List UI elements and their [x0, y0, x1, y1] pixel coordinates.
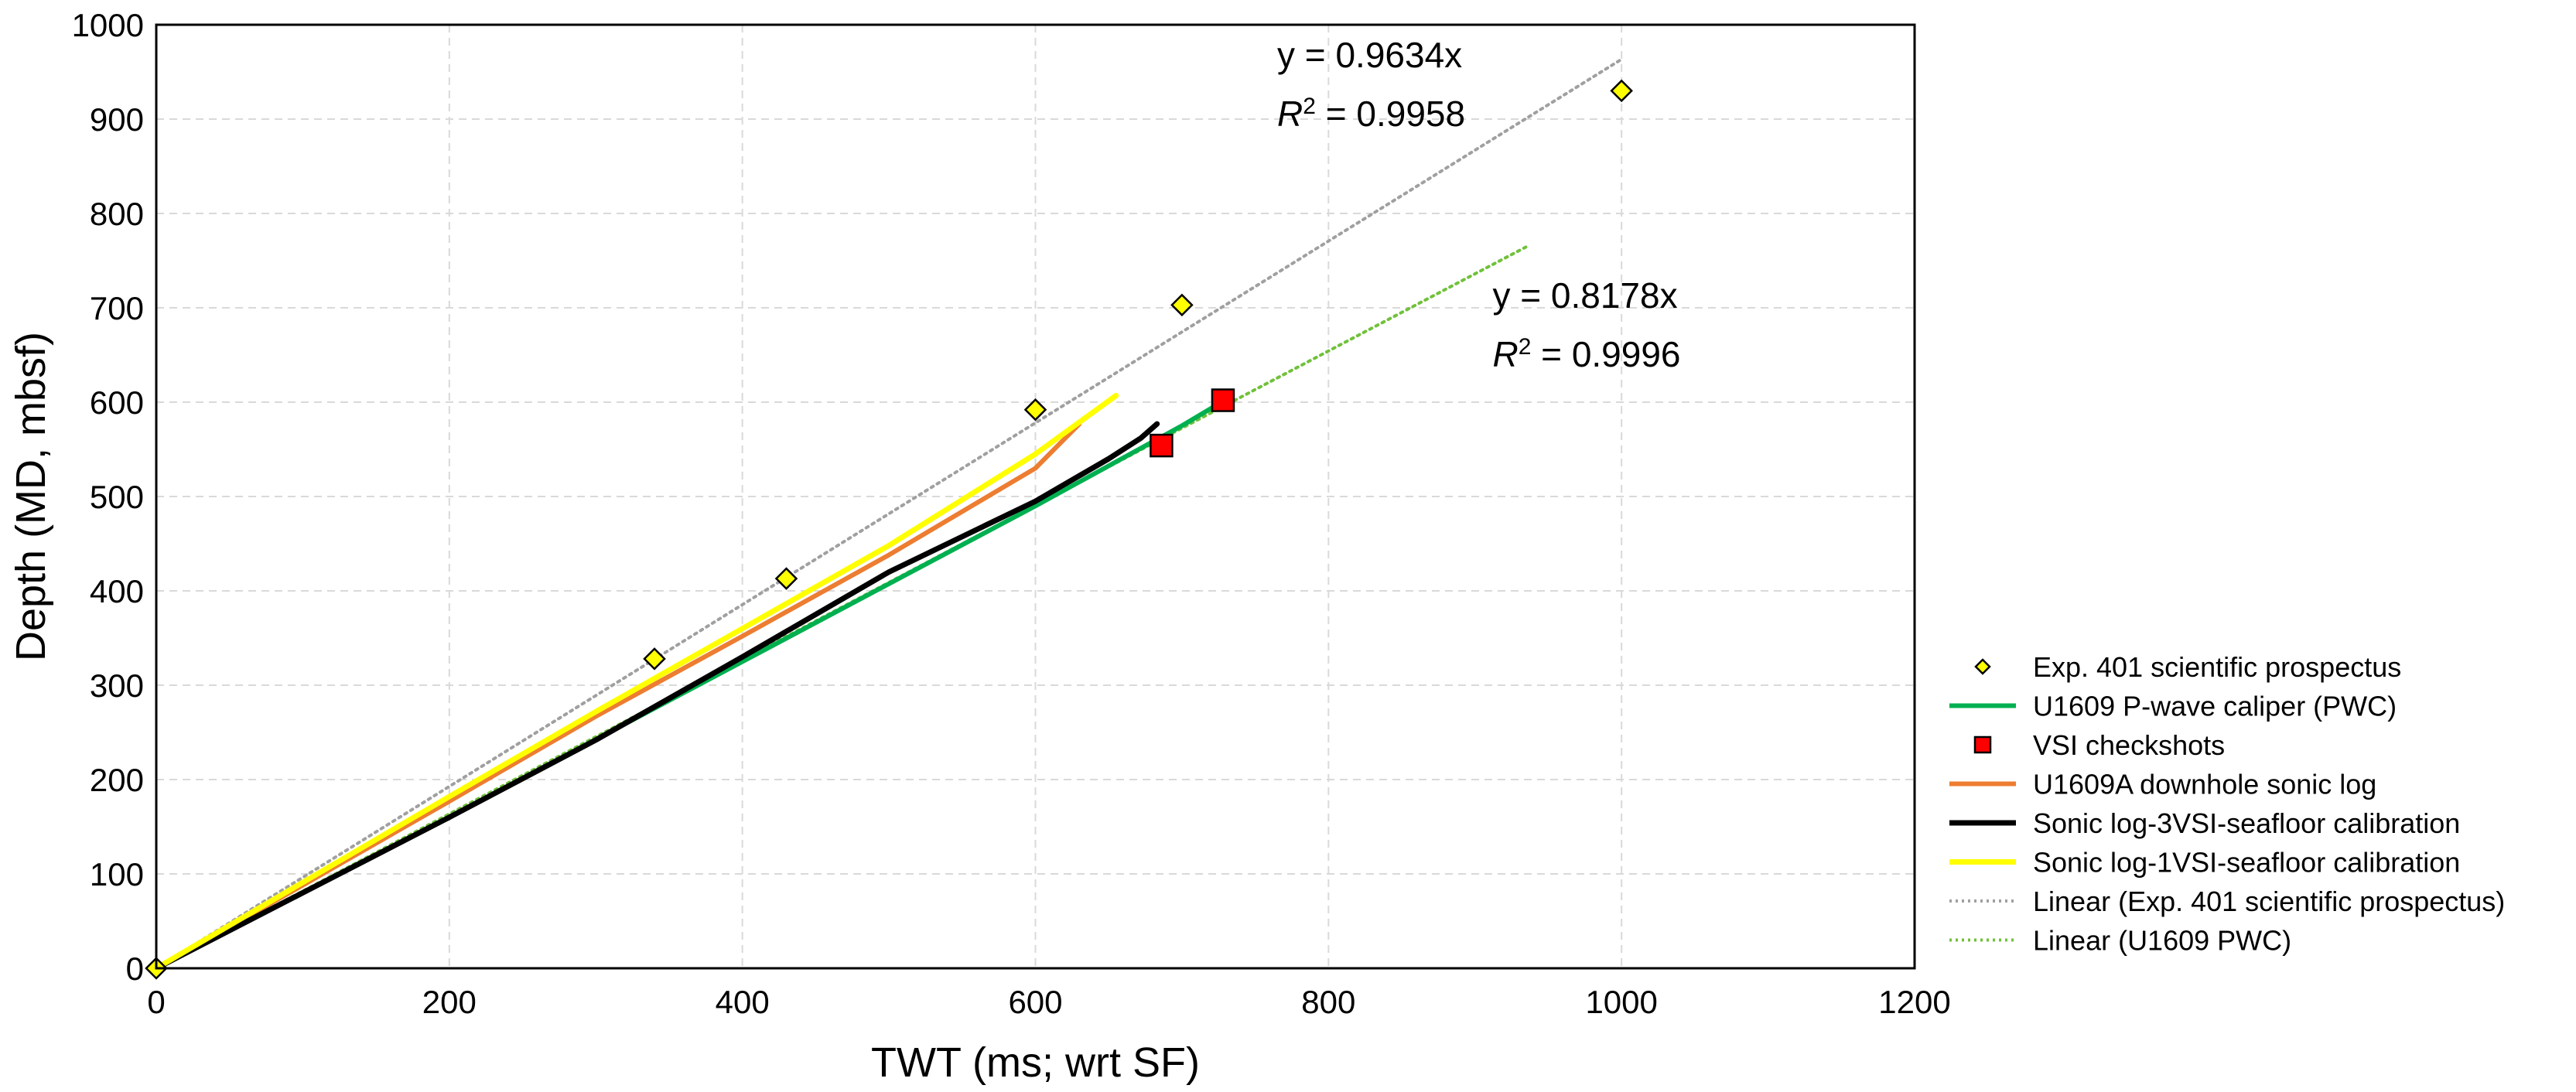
legend-label: Linear (Exp. 401 scientific prospectus) [2033, 886, 2505, 917]
series-2-point [1150, 433, 1174, 458]
legend-item: Linear (Exp. 401 scientific prospectus) [1949, 886, 2505, 917]
series-0-point [774, 567, 798, 590]
y-tick-label: 400 [90, 573, 144, 609]
x-tick-label: 1000 [1585, 984, 1657, 1020]
legend-label: Linear (U1609 PWC) [2033, 925, 2291, 957]
plot-frame [155, 23, 1916, 970]
y-tick-label: 900 [90, 101, 144, 138]
legend-label: Sonic log-1VSI-seafloor calibration [2033, 847, 2460, 879]
legend: Exp. 401 scientific prospectus U1609 P-wa… [1949, 651, 2505, 957]
series-0-point [1610, 79, 1633, 103]
legend-item: Exp. 401 scientific prospectus [1974, 651, 2401, 683]
y-tick-label: 1000 [72, 7, 144, 43]
grid [156, 25, 1915, 968]
legend-item: Sonic log-3VSI-seafloor calibration [1949, 807, 2460, 839]
y-tick-label: 800 [90, 196, 144, 232]
legend-item: Linear (U1609 PWC) [1949, 925, 2291, 957]
trendlines [155, 57, 1624, 970]
legend-swatch [1974, 658, 1991, 675]
y-tick-label: 500 [90, 479, 144, 515]
y-tick-label: 700 [90, 290, 144, 326]
series-2-point [1211, 388, 1235, 412]
legend-label: U1609 P-wave caliper (PWC) [2033, 691, 2397, 722]
y-tick-label: 0 [126, 950, 144, 987]
x-axis-title: TWT (ms; wrt SF) [871, 1039, 1200, 1086]
x-tick-label: 400 [716, 984, 770, 1020]
trend-r2-0: R2 = 0.9958 [1277, 94, 1465, 134]
x-tick-label: 1200 [1878, 984, 1950, 1020]
trend-equations: y = 0.9634x R2 = 0.9958 y = 0.8178x R2 = 0.… [1277, 35, 1680, 374]
legend-item: U1609A downhole sonic log [1949, 769, 2376, 800]
legend-label: U1609A downhole sonic log [2033, 769, 2376, 800]
y-axis-title: Depth (MD, mbsf) [8, 332, 54, 661]
legend-item: VSI checkshots [1973, 729, 2225, 761]
x-tick-label: 600 [1008, 984, 1062, 1020]
series-5-line [153, 393, 1119, 971]
series-0-point [1023, 398, 1047, 421]
y-tick-label: 300 [90, 667, 144, 704]
series-lines [153, 393, 1225, 971]
legend-label: Exp. 401 scientific prospectus [2033, 651, 2401, 683]
series-4-line [153, 421, 1160, 971]
legend-item: Sonic log-1VSI-seafloor calibration [1949, 847, 2460, 879]
legend-label: Sonic log-3VSI-seafloor calibration [2033, 807, 2460, 839]
series-6-trendline [155, 57, 1624, 970]
y-tick-label: 600 [90, 384, 144, 421]
legend-item: U1609 P-wave caliper (PWC) [1949, 691, 2397, 722]
trend-equation-1: y = 0.8178x [1492, 275, 1677, 316]
y-tick-label: 200 [90, 762, 144, 798]
trend-r2-1: R2 = 0.9996 [1492, 334, 1680, 374]
x-tick-label: 800 [1301, 984, 1355, 1020]
y-tick-label: 100 [90, 856, 144, 892]
legend-swatch [1973, 735, 1992, 754]
x-tick-label: 0 [147, 984, 165, 1020]
axis-ticks: 0 200 400 600 800 1000 1200 0 100 200 300 400 500 600… [72, 7, 1951, 1020]
x-tick-label: 200 [422, 984, 477, 1020]
series-0-point [1170, 293, 1194, 317]
trend-equation-0: y = 0.9634x [1277, 35, 1462, 75]
legend-label: VSI checkshots [2033, 729, 2225, 761]
series-0-point [643, 647, 666, 671]
